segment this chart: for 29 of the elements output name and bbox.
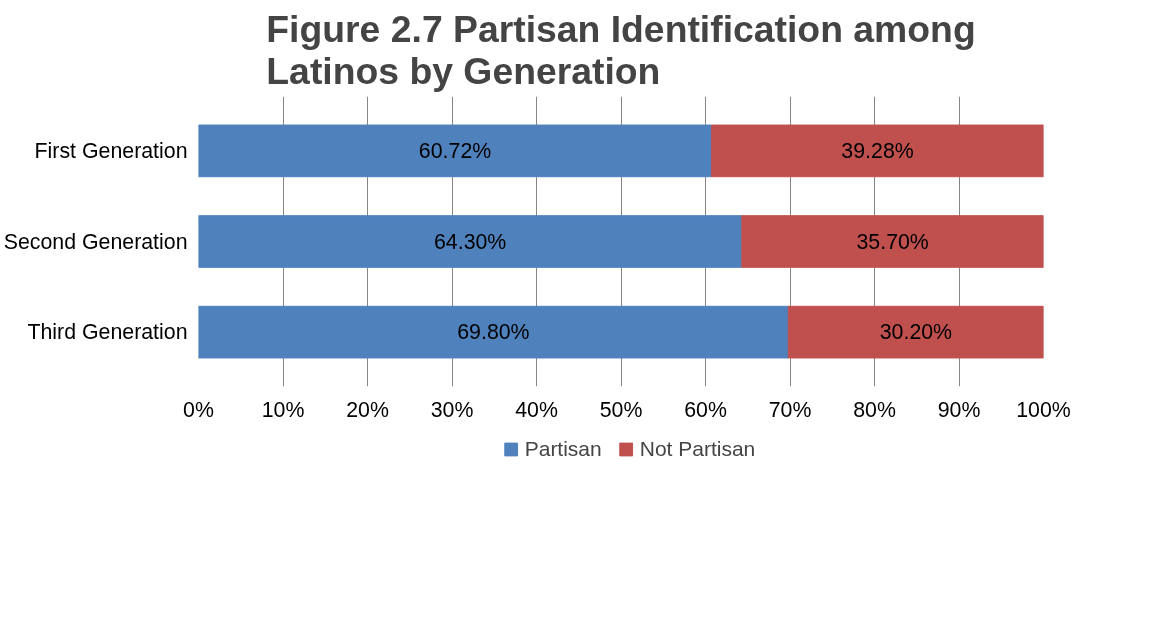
x-tick-label: 80% — [853, 397, 896, 422]
x-tick-label: 50% — [599, 397, 643, 422]
x-tick-label: 100% — [1016, 397, 1071, 422]
bar — [711, 124, 1044, 178]
bar — [787, 305, 1044, 359]
y-tick-label: Second Generation — [3, 229, 188, 254]
x-tick-label: 10% — [261, 397, 305, 422]
x-tick-label: 60% — [684, 397, 727, 422]
data-label: 64.30% — [434, 229, 507, 254]
data-label: 35.70% — [856, 229, 929, 254]
data-label: 69.80% — [457, 320, 530, 345]
x-tick-label: 30% — [430, 397, 474, 422]
legend-label: Partisan — [524, 437, 602, 461]
legend-label: Not Partisan — [639, 437, 756, 461]
bar — [198, 215, 743, 268]
x-tick-label: 20% — [346, 397, 389, 422]
data-label: 30.20% — [879, 320, 953, 345]
x-tick-label: 90% — [937, 397, 981, 422]
bar — [741, 215, 1044, 268]
x-tick-label: 70% — [768, 397, 812, 422]
bar — [198, 305, 789, 359]
x-tick-label: 40% — [515, 397, 558, 422]
bar — [198, 124, 713, 178]
data-label: 39.28% — [841, 138, 914, 163]
y-tick-label: First Generation — [34, 138, 188, 163]
y-tick-label: Third Generation — [27, 320, 188, 345]
chart-title: Figure 2.7 Partisan Identification among Latinos by Generation — [266, 7, 976, 92]
data-label: 60.72% — [418, 138, 492, 163]
x-tick-label: 0% — [183, 397, 214, 422]
